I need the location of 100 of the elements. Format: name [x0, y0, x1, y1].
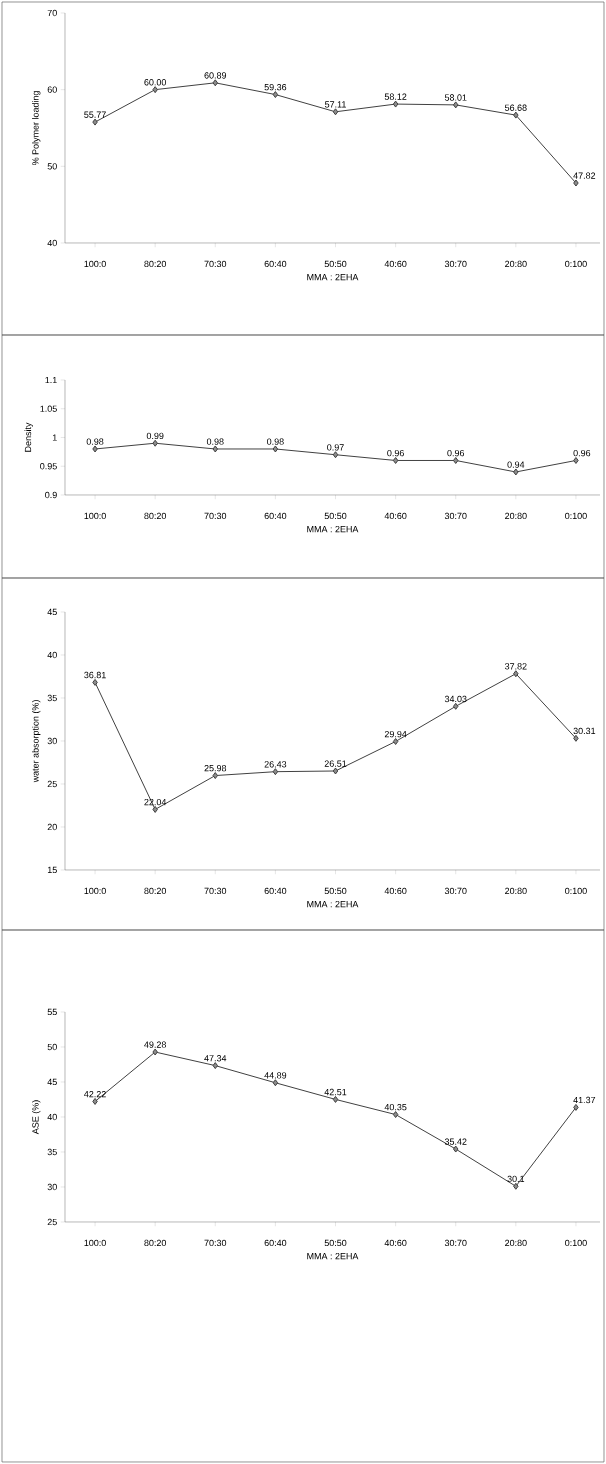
- x-tick-label: 30:70: [444, 887, 467, 895]
- y-tick-label: 35: [47, 1148, 57, 1156]
- data-label: 60.89: [204, 72, 227, 79]
- x-tick-label: 50:50: [324, 512, 347, 520]
- point: [513, 468, 519, 476]
- point: [92, 118, 98, 126]
- point: [513, 670, 519, 678]
- data-label: 0.97: [327, 444, 344, 451]
- x-tick-label: 100:0: [84, 887, 106, 895]
- x-tick-label: 0:100: [565, 512, 587, 520]
- point: [452, 1145, 459, 1153]
- data-label: 30.1: [507, 1175, 525, 1183]
- data-label: 0.96: [387, 449, 404, 457]
- x-tick-label: 80:20: [144, 512, 167, 520]
- data-label: 0.99: [146, 432, 164, 440]
- x-tick-label: 0:100: [565, 260, 587, 268]
- x-tick-label: 30:70: [444, 260, 467, 268]
- y-tick-label: 35: [47, 694, 57, 702]
- point: [212, 445, 219, 453]
- y-axis-title: Density: [24, 422, 33, 452]
- x-tick-label: 20:80: [505, 887, 527, 895]
- y-tick-label: 40: [47, 651, 57, 659]
- point: [272, 91, 279, 99]
- data-label: 59.36: [264, 84, 287, 91]
- data-label: 42.22: [84, 1090, 106, 1098]
- data-label: 49.28: [144, 1041, 166, 1048]
- x-tick-label: 60:40: [264, 512, 287, 520]
- y-tick-label: 30: [47, 1183, 57, 1191]
- x-tick-label: 80:20: [144, 887, 167, 895]
- point: [272, 768, 279, 776]
- data-label: 42.51: [324, 1088, 347, 1096]
- data-label: 58.01: [444, 94, 467, 101]
- data-label: 56.68: [504, 104, 527, 111]
- x-tick-label: 40:60: [384, 512, 407, 520]
- y-tick-label: 50: [47, 1043, 57, 1051]
- point: [513, 111, 519, 119]
- x-tick-label: 20:80: [505, 260, 527, 268]
- point: [152, 439, 158, 447]
- x-tick-label: 60:40: [264, 260, 287, 268]
- data-label: 0.98: [206, 438, 224, 445]
- data-label: 0.94: [507, 461, 525, 468]
- data-label: 22.04: [144, 798, 167, 806]
- data-label: 58.12: [384, 93, 407, 100]
- data-label: 47.34: [204, 1055, 227, 1062]
- x-tick-label: 80:20: [144, 1239, 167, 1247]
- x-tick-label: 70:30: [204, 1239, 227, 1247]
- y-tick-label: 55: [47, 1008, 57, 1016]
- y-tick-label: 1.1: [45, 376, 57, 384]
- x-tick-label: 30:70: [444, 512, 467, 520]
- y-tick-label: 0.9: [45, 491, 57, 499]
- data-label: 0.96: [573, 449, 591, 457]
- y-tick-label: 1: [52, 434, 57, 441]
- point: [92, 445, 98, 453]
- point: [212, 772, 219, 780]
- y-tick-label: 25: [47, 780, 57, 788]
- y-tick-label: 15: [47, 866, 57, 874]
- point: [272, 445, 279, 453]
- x-axis-title: MMA : 2EHA: [307, 1252, 359, 1260]
- point: [452, 101, 459, 109]
- data-label: 60.00: [144, 79, 167, 86]
- point: [573, 1103, 579, 1111]
- data-label: 0.98: [267, 438, 284, 445]
- data-label: 29.94: [384, 730, 407, 738]
- data-label: 44.89: [264, 1072, 287, 1079]
- x-tick-label: 100:0: [84, 1239, 106, 1247]
- x-tick-label: 50:50: [324, 1239, 347, 1247]
- y-tick-label: 50: [47, 163, 57, 170]
- x-tick-label: 40:60: [384, 260, 407, 268]
- y-tick-label: 40: [47, 239, 57, 247]
- y-axis-title: % Polymer loading: [32, 91, 41, 166]
- y-tick-label: 60: [47, 86, 57, 93]
- data-label: 55.77: [84, 111, 106, 118]
- point: [392, 1111, 399, 1119]
- point: [212, 1062, 219, 1070]
- y-tick-label: 1.05: [40, 405, 57, 412]
- y-tick-label: 0.95: [40, 463, 57, 470]
- data-label: 57.11: [324, 101, 346, 108]
- x-tick-label: 20:80: [505, 1239, 527, 1247]
- x-axis-title: MMA : 2EHA: [307, 525, 359, 533]
- y-tick-label: 40: [47, 1113, 57, 1121]
- y-tick-label: 45: [47, 1078, 57, 1086]
- x-tick-label: 100:0: [84, 512, 106, 520]
- y-tick-label: 20: [47, 823, 57, 831]
- point: [152, 86, 158, 94]
- point: [573, 734, 579, 742]
- x-tick-label: 50:50: [324, 887, 347, 895]
- point: [513, 1182, 519, 1190]
- point: [573, 179, 579, 187]
- x-axis-title: MMA : 2EHA: [307, 273, 359, 281]
- data-label: 37.82: [504, 663, 527, 670]
- point: [272, 1079, 279, 1087]
- x-tick-label: 40:60: [384, 887, 407, 895]
- data-label: 26.51: [324, 760, 347, 767]
- x-tick-label: 0:100: [565, 887, 587, 895]
- x-tick-label: 20:80: [505, 512, 527, 520]
- point: [152, 1048, 158, 1056]
- data-label: 26.43: [264, 761, 287, 768]
- data-label: 47.82: [573, 172, 596, 179]
- data-label: 40.35: [384, 1103, 407, 1111]
- data-label: 35.42: [444, 1138, 467, 1145]
